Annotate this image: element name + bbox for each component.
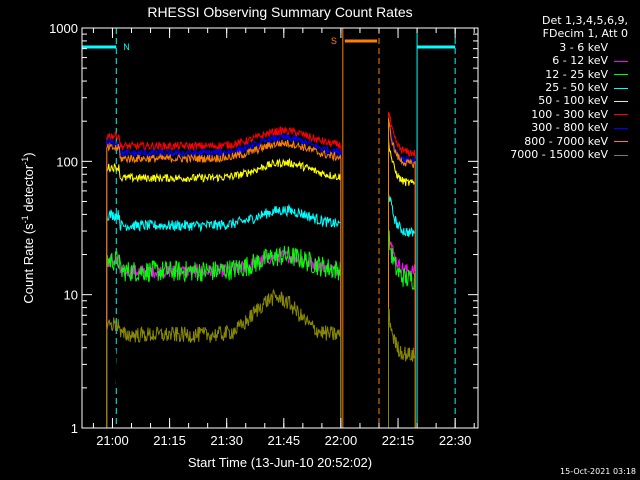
legend-swatch <box>614 100 628 102</box>
series-trace <box>106 246 342 428</box>
marker-label-night: N <box>123 42 129 52</box>
y-axis-label: Count Rate (s-1 detector-1) <box>20 152 36 303</box>
legend-entry: 3 - 6 keV <box>510 41 628 54</box>
series-trace <box>388 111 416 428</box>
x-tick-label: 21:15 <box>153 433 186 448</box>
y-tick-label: 1 <box>71 421 78 436</box>
legend-swatch <box>614 60 628 62</box>
x-axis-label: Start Time (13-Jun-10 20:52:02) <box>188 455 372 470</box>
x-tick-label: 22:00 <box>325 433 358 448</box>
marker-label-saa: S <box>331 36 337 46</box>
series-trace <box>388 118 416 428</box>
legend-entry-label: 50 - 100 keV <box>538 94 608 108</box>
x-tick-label: 22:15 <box>382 433 415 448</box>
legend-entry-label: 25 - 50 keV <box>545 81 608 95</box>
series-trace <box>388 138 416 428</box>
legend-header-line-2: FDecim 1, Att 0 <box>542 27 628 41</box>
legend-entry-label: 12 - 25 keV <box>545 67 608 81</box>
series-trace <box>106 203 342 428</box>
legend-entry-label: 100 - 300 keV <box>531 107 608 121</box>
legend-entry: 800 - 7000 keV <box>510 135 628 148</box>
legend-entry-label: 7000 - 15000 keV <box>510 148 608 162</box>
series-trace <box>388 230 416 428</box>
marker-night-2 <box>416 28 456 428</box>
series-12-25-kev <box>106 230 416 428</box>
x-tick-label: 21:30 <box>210 433 243 448</box>
legend: Det 1,3,4,5,6,9, FDecim 1, Att 0 3 - 6 k… <box>510 14 628 161</box>
series-trace <box>388 293 416 428</box>
legend-swatch <box>614 47 628 49</box>
legend-swatch <box>614 154 628 156</box>
legend-entry-label: 800 - 7000 keV <box>524 134 608 148</box>
series-trace <box>106 139 342 428</box>
legend-swatch <box>614 141 628 143</box>
legend-entry: 25 - 50 keV <box>510 81 628 94</box>
series-trace <box>106 288 342 428</box>
legend-swatch <box>614 114 628 116</box>
y-tick-label: 10 <box>64 288 78 303</box>
legend-entry: 50 - 100 keV <box>510 94 628 107</box>
x-tick-label: 22:30 <box>439 433 472 448</box>
footer-timestamp: 15-Oct-2021 03:18 <box>560 467 636 476</box>
series-trace <box>106 126 342 428</box>
series-trace <box>388 307 416 428</box>
y-tick-label: 100 <box>56 154 78 169</box>
legend-entry-label: 3 - 6 keV <box>559 40 608 54</box>
series-100-300-kev <box>106 111 416 428</box>
x-tick-label: 21:00 <box>96 433 129 448</box>
plot-frame <box>81 27 479 429</box>
legend-entry: 300 - 800 keV <box>510 121 628 134</box>
legend-entry: 100 - 300 keV <box>510 108 628 121</box>
x-tick-label: 21:45 <box>268 433 301 448</box>
legend-swatch <box>614 87 628 89</box>
series-trace <box>106 132 342 428</box>
legend-swatch <box>614 74 628 76</box>
series-7000-15000-kev <box>106 288 416 428</box>
chart-title: RHESSI Observing Summary Count Rates <box>147 4 412 20</box>
series-trace <box>388 194 416 428</box>
series-trace <box>106 157 342 428</box>
series-25-50-kev <box>106 194 416 428</box>
legend-entry: 6 - 12 keV <box>510 54 628 67</box>
series-800-7000-kev <box>106 118 416 428</box>
marker-saa-1: S <box>331 28 380 428</box>
legend-header-line-1: Det 1,3,4,5,6,9, <box>541 14 628 27</box>
legend-entry: 12 - 25 keV <box>510 68 628 81</box>
legend-entry-label: 300 - 800 keV <box>531 121 608 135</box>
legend-entry: 7000 - 15000 keV <box>510 148 628 161</box>
series-3-6-kev <box>106 293 416 428</box>
series-50-100-kev <box>106 138 416 428</box>
legend-entry-label: 6 - 12 keV <box>552 54 608 68</box>
series-trace <box>106 307 342 428</box>
legend-swatch <box>614 127 628 129</box>
y-tick-label: 1000 <box>49 21 78 36</box>
